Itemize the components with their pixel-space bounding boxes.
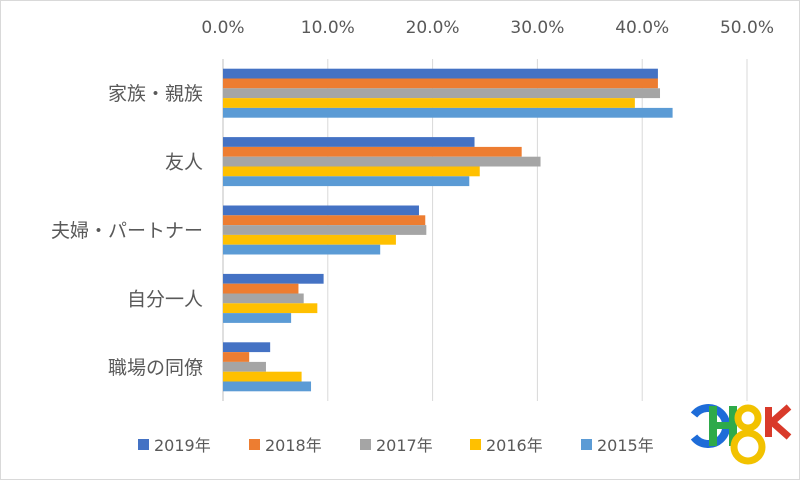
bar xyxy=(223,371,302,382)
category-label: 家族・親族 xyxy=(108,83,203,105)
category-label: 職場の同僚 xyxy=(108,357,203,379)
legend: 2019年 2018年 2017年 2016年 2015年 xyxy=(138,436,654,455)
bar xyxy=(223,68,658,79)
bar xyxy=(223,381,312,392)
bar xyxy=(223,215,426,226)
bar xyxy=(223,205,419,216)
bar xyxy=(223,303,318,314)
bar xyxy=(223,293,304,304)
bar xyxy=(223,107,673,118)
category-label: 自分一人 xyxy=(127,288,203,310)
bar xyxy=(223,244,381,255)
x-tick-label: 30.0% xyxy=(510,18,564,38)
bar xyxy=(223,146,522,157)
bar xyxy=(223,176,470,187)
bar xyxy=(223,273,324,284)
x-tick-label: 40.0% xyxy=(615,18,669,38)
logo-k-stem xyxy=(765,407,772,437)
legend-swatch xyxy=(138,439,149,450)
legend-swatch xyxy=(581,439,592,450)
legend-label: 2019年 xyxy=(154,436,211,455)
bar xyxy=(223,98,635,108)
bar xyxy=(223,283,299,294)
x-tick-label: 50.0% xyxy=(720,18,774,38)
logo-e-top xyxy=(734,404,762,432)
logo-k-arms xyxy=(769,404,792,440)
category-label: 夫婦・パートナー xyxy=(51,220,203,242)
bar xyxy=(223,313,292,323)
legend-label: 2017年 xyxy=(376,436,433,455)
logo-h-bar xyxy=(709,422,737,429)
legend-label: 2018年 xyxy=(265,436,322,455)
bar xyxy=(223,342,271,353)
legend-swatch xyxy=(360,439,371,450)
x-tick-labels: 0.0% 10.0% 20.0% 30.0% 40.0% 50.0% xyxy=(201,18,774,38)
x-tick-label: 0.0% xyxy=(201,18,244,38)
category-label: 友人 xyxy=(165,152,203,174)
x-tick-label: 10.0% xyxy=(301,18,355,38)
legend-swatch xyxy=(249,439,260,450)
bars xyxy=(223,68,673,392)
x-tick-label: 20.0% xyxy=(406,18,460,38)
bar xyxy=(223,234,396,245)
bar xyxy=(223,88,661,99)
legend-label: 2015年 xyxy=(597,436,654,455)
bar xyxy=(223,137,475,147)
legend-label: 2016年 xyxy=(486,436,543,455)
bar xyxy=(223,352,250,362)
bar xyxy=(223,225,427,235)
check-logo xyxy=(690,404,792,465)
bar xyxy=(223,361,266,372)
bar xyxy=(223,78,658,89)
logo-e-bottom xyxy=(730,429,766,465)
bar xyxy=(223,166,480,177)
legend-swatch xyxy=(470,439,481,450)
bar xyxy=(223,156,541,167)
